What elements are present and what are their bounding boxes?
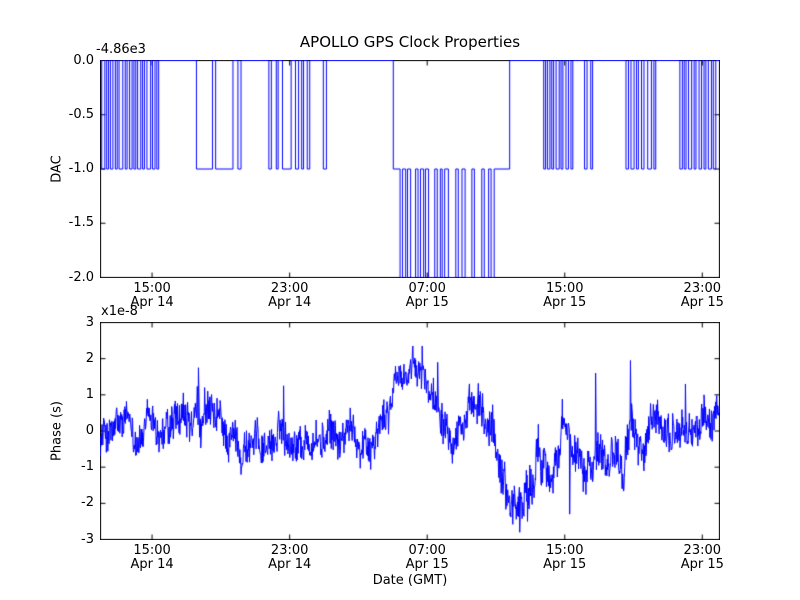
phase-plot-canvas <box>100 322 720 540</box>
x-tick-time-label: 23:00 <box>270 543 309 558</box>
y-tick-label: -2 <box>81 495 94 511</box>
x-tick-time-label: 15:00 <box>133 281 171 296</box>
chart-title: APOLLO GPS Clock Properties <box>299 33 521 51</box>
dac-axis-offset-label: -4.86e3 <box>96 42 146 57</box>
x-tick-time-label: 07:00 <box>408 543 446 558</box>
y-tick-label: -0.5 <box>68 106 94 122</box>
x-tick-date-label: Apr 15 <box>680 295 724 310</box>
y-tick-label: -3 <box>81 531 94 547</box>
x-tick-time-label: 15:00 <box>546 281 584 296</box>
x-tick-date-label: Apr 14 <box>268 295 312 310</box>
dac-plot-canvas <box>100 60 720 278</box>
y-tick-label: 1 <box>85 386 94 402</box>
phase-axis-scale-label: x1e-8 <box>101 304 138 319</box>
x-tick-date-label: Apr 15 <box>543 557 587 572</box>
x-tick-time-label: 23:00 <box>683 281 722 296</box>
x-axis-label: Date (GMT) <box>372 573 448 588</box>
x-tick-time-label: 07:00 <box>408 281 446 296</box>
x-tick-date-label: Apr 15 <box>405 557 449 572</box>
x-tick-date-label: Apr 15 <box>405 295 449 310</box>
y-tick-label: 2 <box>85 350 94 366</box>
y-tick-label: -2.0 <box>68 269 94 285</box>
x-tick-date-label: Apr 15 <box>680 557 724 572</box>
y-tick-label: -1 <box>81 459 94 475</box>
y-tick-label: -1.0 <box>68 161 94 176</box>
x-tick-time-label: 23:00 <box>270 281 309 296</box>
dac-axes <box>100 60 720 278</box>
x-tick-date-label: Apr 14 <box>268 557 312 572</box>
y-tick-label: 3 <box>85 314 94 330</box>
x-tick-time-label: 15:00 <box>133 543 171 558</box>
x-tick-date-label: Apr 14 <box>130 295 174 310</box>
y-tick-label: -1.5 <box>68 215 94 231</box>
x-tick-time-label: 23:00 <box>683 543 722 558</box>
x-tick-date-label: Apr 14 <box>130 557 174 572</box>
y-tick-label: 0.0 <box>73 52 94 68</box>
phase-axes <box>100 322 720 540</box>
x-tick-time-label: 15:00 <box>546 543 584 558</box>
x-tick-date-label: Apr 15 <box>543 295 587 310</box>
y-tick-label: 0 <box>85 423 94 438</box>
